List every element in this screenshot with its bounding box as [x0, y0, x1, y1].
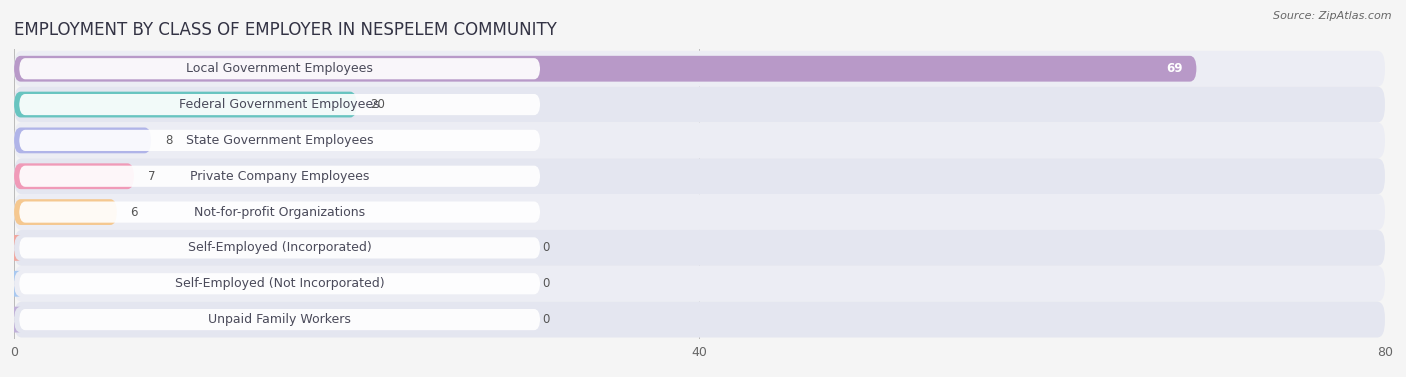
Text: Unpaid Family Workers: Unpaid Family Workers — [208, 313, 352, 326]
Text: Local Government Employees: Local Government Employees — [186, 62, 373, 75]
FancyBboxPatch shape — [7, 271, 21, 297]
Text: Source: ZipAtlas.com: Source: ZipAtlas.com — [1274, 11, 1392, 21]
Text: Not-for-profit Organizations: Not-for-profit Organizations — [194, 205, 366, 219]
FancyBboxPatch shape — [20, 58, 540, 79]
Text: 8: 8 — [165, 134, 172, 147]
Text: 69: 69 — [1166, 62, 1182, 75]
FancyBboxPatch shape — [20, 238, 540, 259]
FancyBboxPatch shape — [14, 92, 357, 118]
Text: Self-Employed (Incorporated): Self-Employed (Incorporated) — [188, 241, 371, 254]
FancyBboxPatch shape — [20, 94, 540, 115]
Text: 0: 0 — [541, 241, 550, 254]
FancyBboxPatch shape — [20, 309, 540, 330]
Text: Self-Employed (Not Incorporated): Self-Employed (Not Incorporated) — [174, 277, 384, 290]
FancyBboxPatch shape — [14, 87, 1385, 123]
Text: 0: 0 — [541, 277, 550, 290]
Text: EMPLOYMENT BY CLASS OF EMPLOYER IN NESPELEM COMMUNITY: EMPLOYMENT BY CLASS OF EMPLOYER IN NESPE… — [14, 21, 557, 39]
Text: 0: 0 — [541, 313, 550, 326]
FancyBboxPatch shape — [14, 266, 1385, 302]
FancyBboxPatch shape — [14, 302, 1385, 337]
FancyBboxPatch shape — [14, 199, 117, 225]
FancyBboxPatch shape — [20, 273, 540, 294]
FancyBboxPatch shape — [14, 127, 152, 153]
FancyBboxPatch shape — [20, 130, 540, 151]
FancyBboxPatch shape — [14, 194, 1385, 230]
FancyBboxPatch shape — [14, 158, 1385, 194]
FancyBboxPatch shape — [7, 235, 21, 261]
FancyBboxPatch shape — [14, 230, 1385, 266]
Text: State Government Employees: State Government Employees — [186, 134, 374, 147]
Text: Federal Government Employees: Federal Government Employees — [180, 98, 380, 111]
FancyBboxPatch shape — [14, 56, 1197, 82]
Text: Private Company Employees: Private Company Employees — [190, 170, 370, 183]
FancyBboxPatch shape — [14, 123, 1385, 158]
FancyBboxPatch shape — [20, 201, 540, 223]
FancyBboxPatch shape — [14, 51, 1385, 87]
Text: 20: 20 — [371, 98, 385, 111]
FancyBboxPatch shape — [20, 166, 540, 187]
Text: 7: 7 — [148, 170, 155, 183]
Text: 6: 6 — [131, 205, 138, 219]
FancyBboxPatch shape — [14, 163, 134, 189]
FancyBboxPatch shape — [7, 307, 21, 333]
